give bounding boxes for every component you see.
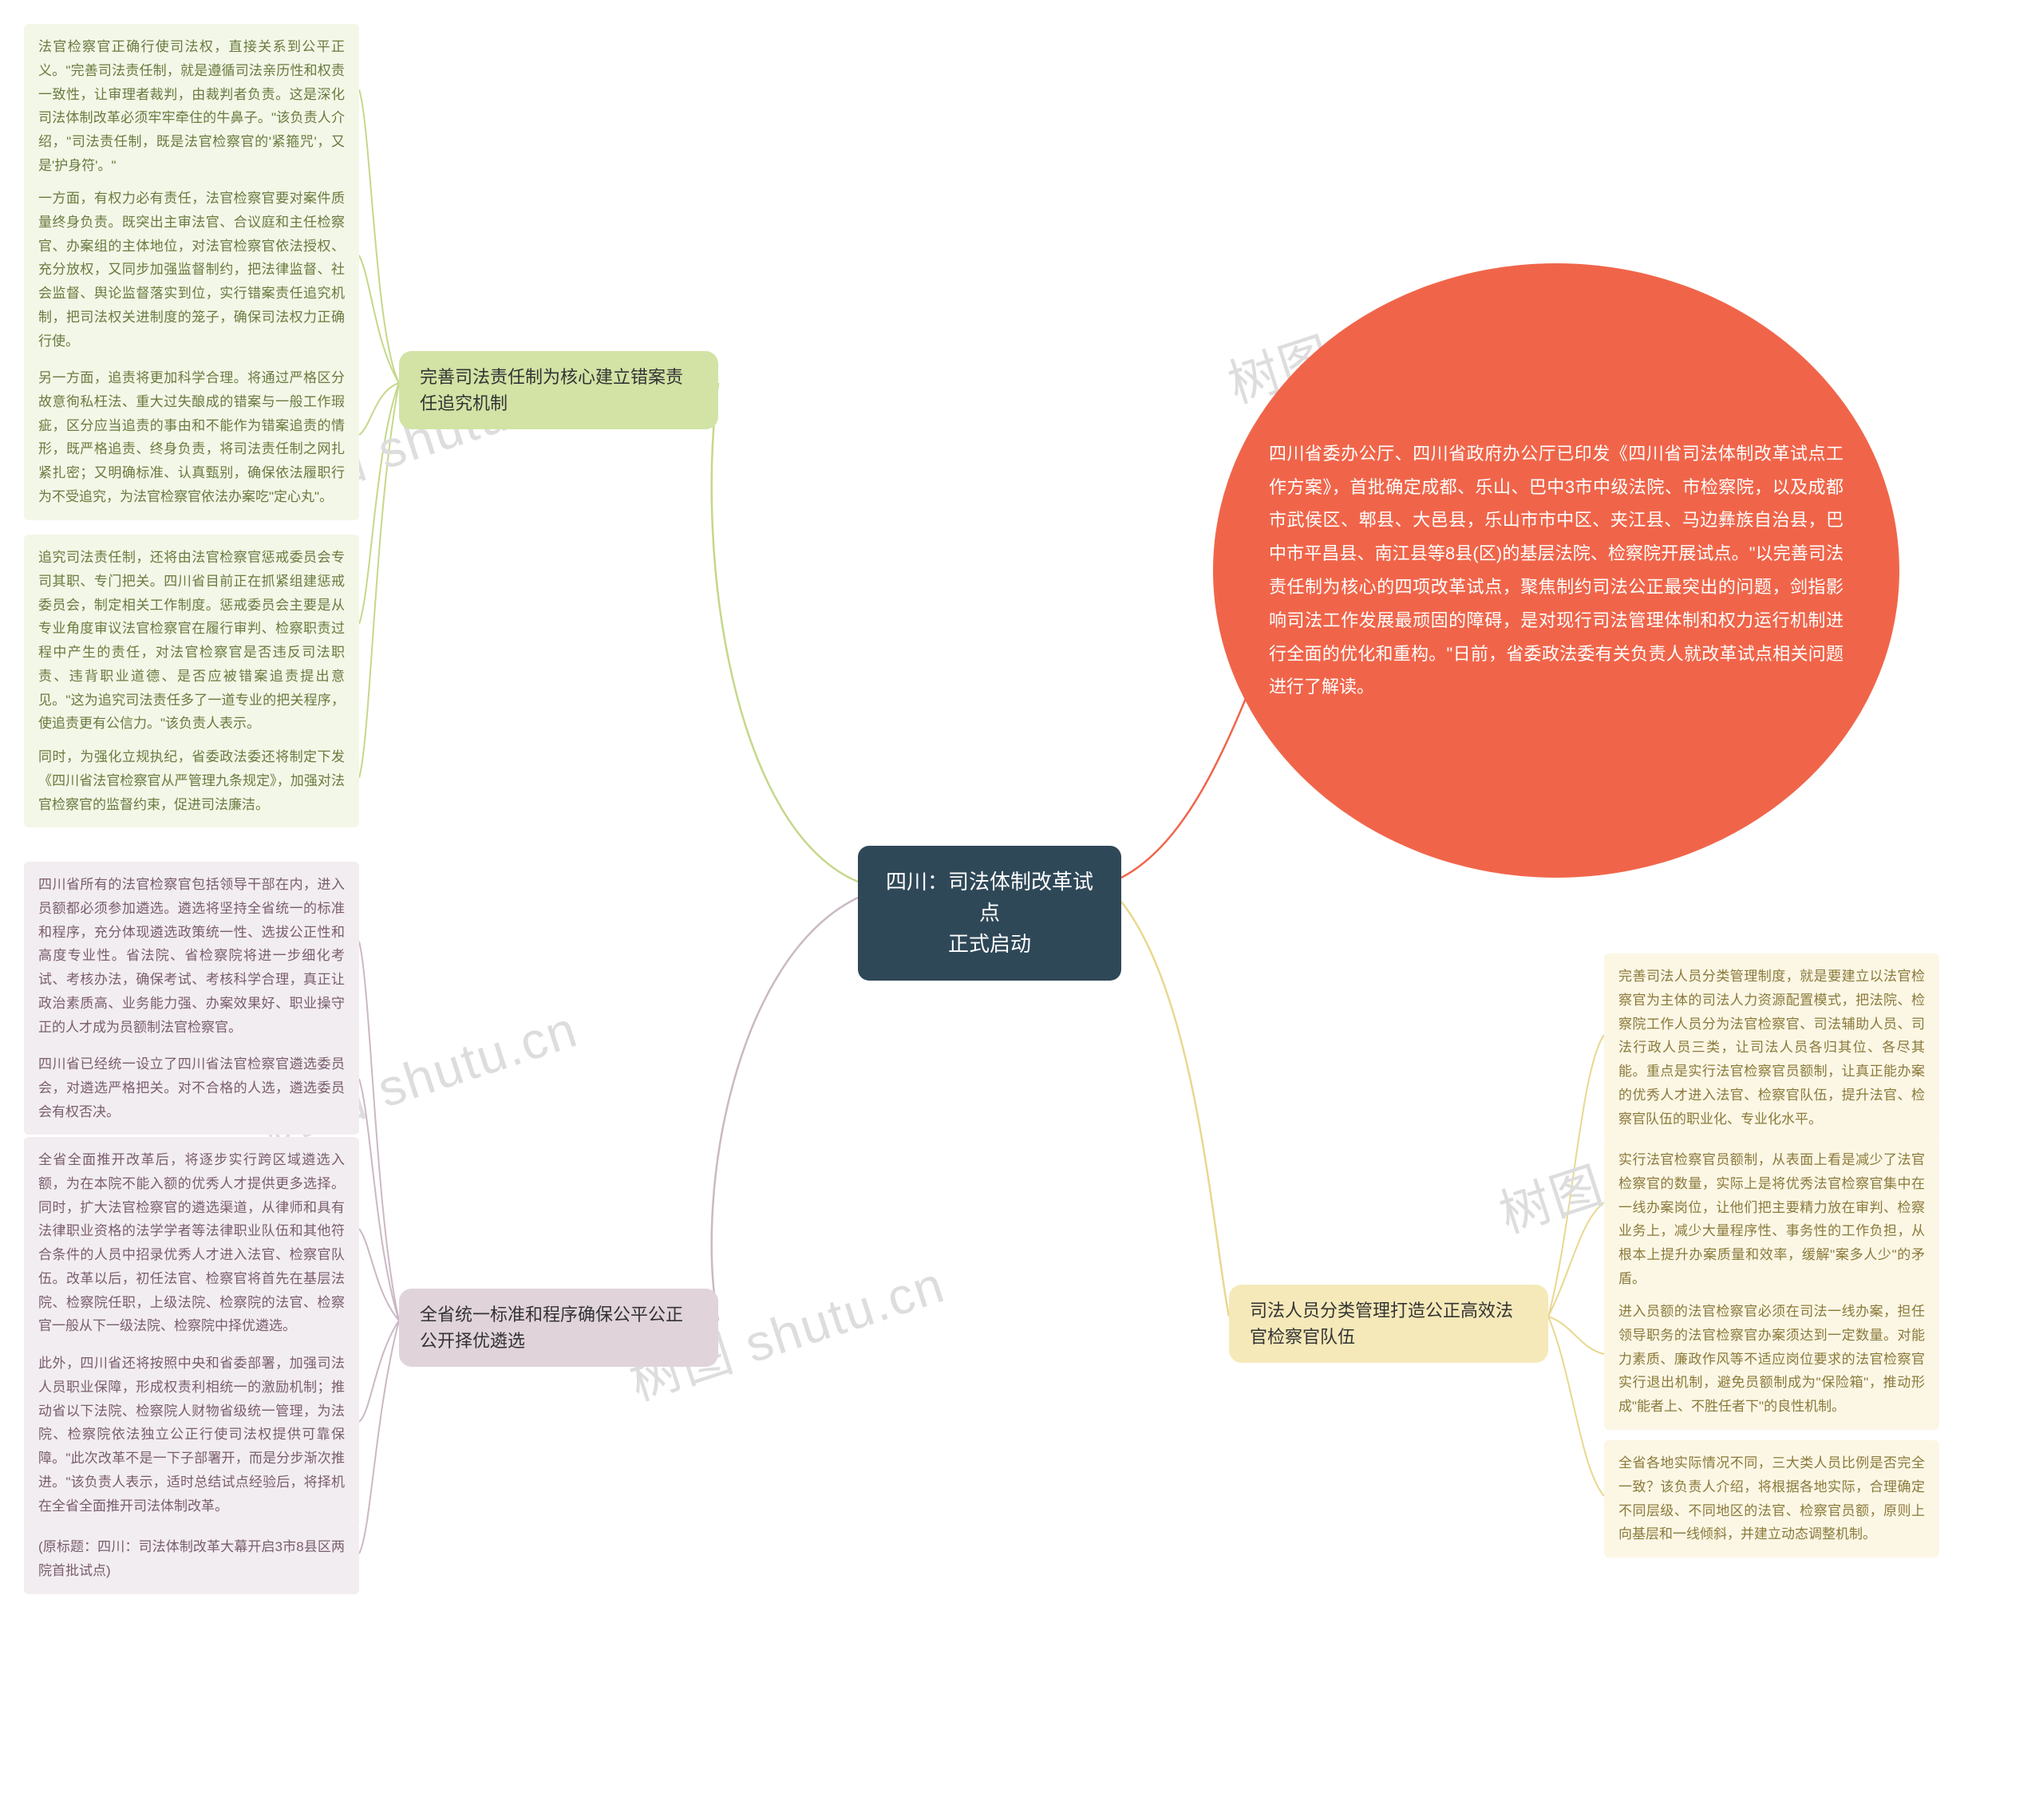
leaf: 全省全面推开改革后，将逐步实行跨区域遴选入额，为在本院不能入额的优秀人才提供更多…	[24, 1137, 359, 1349]
leaf-text: 实行法官检察官员额制，从表面上看是减少了法官检察官的数量，实际上是将优秀法官检察…	[1618, 1152, 1925, 1286]
branch-selection: 全省统一标准和程序确保公平公正公开择优遴选	[399, 1289, 718, 1367]
edge-center-b3	[1121, 902, 1229, 1317]
leaf-text: 完善司法人员分类管理制度，就是要建立以法官检察官为主体的司法人力资源配置模式，把…	[1618, 969, 1925, 1127]
intro-bubble-text: 四川省委办公厅、四川省政府办公厅已印发《四川省司法体制改革试点工作方案》，首批确…	[1213, 437, 1899, 704]
leaf: 另一方面，追责将更加科学合理。将通过严格区分故意徇私枉法、重大过失酿成的错案与一…	[24, 355, 359, 520]
center-node: 四川：司法体制改革试点正式启动	[858, 846, 1121, 981]
edge-b2-l2	[359, 1229, 399, 1321]
edge-b2-l4	[359, 1321, 399, 1554]
branch-label-text: 司法人员分类管理打造公正高效法官检察官队伍	[1250, 1301, 1513, 1347]
edge-b3-l2	[1548, 1317, 1604, 1354]
edge-b2-l3	[359, 1321, 399, 1422]
edge-b1-l2	[359, 383, 399, 435]
leaf-text: (原标题：四川：司法体制改革大幕开启3市8县区两院首批试点)	[38, 1539, 345, 1578]
branch-label-text: 完善司法责任制为核心建立错案责任追究机制	[420, 367, 683, 413]
edge-b1-l3	[359, 383, 399, 624]
leaf-text: 追究司法责任制，还将由法官检察官惩戒委员会专司其职、专门把关。四川省目前正在抓紧…	[38, 550, 345, 731]
edge-center-b1	[712, 383, 858, 882]
leaf: 四川省已经统一设立了四川省法官检察官遴选委员会，对遴选严格把关。对不合格的人选，…	[24, 1041, 359, 1135]
edge-b3-l0	[1548, 1035, 1604, 1317]
edge-b2-l0	[359, 942, 399, 1321]
leaf: 法官检察官正确行使司法权，直接关系到公平正义。"完善司法责任制，就是遵循司法亲历…	[24, 24, 359, 189]
leaf-text: 法官检察官正确行使司法权，直接关系到公平正义。"完善司法责任制，就是遵循司法亲历…	[38, 39, 345, 173]
leaf-text: 进入员额的法官检察官必须在司法一线办案，担任领导职务的法官检察官办案须达到一定数…	[1618, 1304, 1925, 1414]
branch-responsibility: 完善司法责任制为核心建立错案责任追究机制	[399, 351, 718, 429]
edge-b3-l3	[1548, 1317, 1604, 1496]
intro-bubble: 四川省委办公厅、四川省政府办公厅已印发《四川省司法体制改革试点工作方案》，首批确…	[1213, 263, 1899, 878]
leaf: 进入员额的法官检察官必须在司法一线办案，担任领导职务的法官检察官办案须达到一定数…	[1604, 1289, 1939, 1430]
leaf: 此外，四川省还将按照中央和省委部署，加强司法人员职业保障，形成权责利相统一的激励…	[24, 1340, 359, 1529]
leaf: 追究司法责任制，还将由法官检察官惩戒委员会专司其职、专门把关。四川省目前正在抓紧…	[24, 535, 359, 747]
leaf-text: 同时，为强化立规执纪，省委政法委还将制定下发《四川省法官检察官从严管理九条规定》…	[38, 749, 345, 812]
branch-label-text: 全省统一标准和程序确保公平公正公开择优遴选	[420, 1305, 683, 1351]
center-title: 四川：司法体制改革试点正式启动	[886, 870, 1093, 956]
edge-b1-l1	[359, 255, 399, 383]
leaf: 一方面，有权力必有责任，法官检察官要对案件质量终身负责。既突出主审法官、合议庭和…	[24, 176, 359, 364]
edge-b1-l4	[359, 383, 399, 778]
leaf: 完善司法人员分类管理制度，就是要建立以法官检察官为主体的司法人力资源配置模式，把…	[1604, 953, 1939, 1142]
leaf-text: 四川省所有的法官检察官包括领导干部在内，进入员额都必须参加遴选。遴选将坚持全省统…	[38, 877, 345, 1035]
leaf-text: 四川省已经统一设立了四川省法官检察官遴选委员会，对遴选严格把关。对不合格的人选，…	[38, 1056, 345, 1119]
leaf: 全省各地实际情况不同，三大类人员比例是否完全一致？该负责人介绍，将根据各地实际，…	[1604, 1440, 1939, 1557]
branch-classification: 司法人员分类管理打造公正高效法官检察官队伍	[1229, 1285, 1548, 1363]
leaf-text: 全省全面推开改革后，将逐步实行跨区域遴选入额，为在本院不能入额的优秀人才提供更多…	[38, 1152, 345, 1333]
leaf-text: 全省各地实际情况不同，三大类人员比例是否完全一致？该负责人介绍，将根据各地实际，…	[1618, 1455, 1925, 1542]
leaf: (原标题：四川：司法体制改革大幕开启3市8县区两院首批试点)	[24, 1524, 359, 1594]
edge-b1-l0	[359, 89, 399, 383]
leaf: 四川省所有的法官检察官包括领导干部在内，进入员额都必须参加遴选。遴选将坚持全省统…	[24, 862, 359, 1050]
leaf-text: 另一方面，追责将更加科学合理。将通过严格区分故意徇私枉法、重大过失酿成的错案与一…	[38, 370, 345, 504]
edge-center-b2	[712, 898, 858, 1321]
edge-b2-l1	[359, 1079, 399, 1321]
leaf: 同时，为强化立规执纪，省委政法委还将制定下发《四川省法官检察官从严管理九条规定》…	[24, 734, 359, 827]
leaf-text: 此外，四川省还将按照中央和省委部署，加强司法人员职业保障，形成权责利相统一的激励…	[38, 1356, 345, 1514]
leaf-text: 一方面，有权力必有责任，法官检察官要对案件质量终身负责。既突出主审法官、合议庭和…	[38, 191, 345, 349]
edge-b3-l1	[1548, 1202, 1604, 1317]
leaf: 实行法官检察官员额制，从表面上看是减少了法官检察官的数量，实际上是将优秀法官检察…	[1604, 1137, 1939, 1302]
